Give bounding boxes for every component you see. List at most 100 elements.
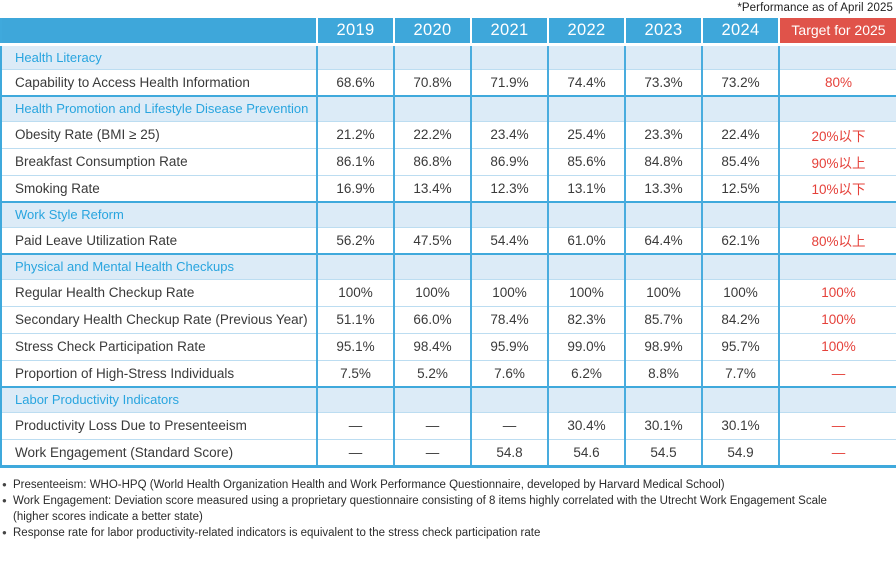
- value-cell: [547, 253, 625, 279]
- target-cell: [778, 44, 896, 69]
- value-cell: [547, 44, 625, 69]
- health-kpi-table: 2019 2020 2021 2022 2023 2024 Target for 2025 …: [0, 18, 896, 468]
- section-label: Physical and Mental Health Checkups: [1, 253, 317, 279]
- value-cell: 85.4%: [701, 147, 779, 175]
- value-cell: 54.8: [470, 438, 548, 468]
- value-cell: 85.6%: [547, 147, 625, 175]
- value-cell: [393, 253, 471, 279]
- value-cell: [547, 95, 625, 121]
- value-cell: 86.1%: [316, 147, 394, 175]
- value-cell: 100%: [316, 278, 394, 306]
- value-cell: 23.3%: [624, 120, 702, 148]
- value-cell: 25.4%: [547, 120, 625, 148]
- value-cell: [624, 44, 702, 69]
- header-year: 2024: [701, 18, 779, 46]
- footnotes: ● Presenteeism: WHO-HPQ (World Health Org…: [0, 477, 896, 541]
- data-row: Regular Health Checkup Rate 100% 100% 100% 1…: [1, 278, 896, 306]
- bullet-icon: ●: [2, 495, 7, 505]
- value-cell: —: [316, 411, 394, 439]
- bullet-icon: ●: [2, 527, 7, 537]
- value-cell: 95.7%: [701, 332, 779, 360]
- value-cell: [393, 386, 471, 412]
- value-cell: [701, 386, 779, 412]
- value-cell: 100%: [624, 278, 702, 306]
- value-cell: 73.2%: [701, 68, 779, 96]
- value-cell: 54.6: [547, 438, 625, 468]
- value-cell: [701, 44, 779, 69]
- value-cell: 30.4%: [547, 411, 625, 439]
- value-cell: [470, 386, 548, 412]
- target-cell: 80%: [778, 68, 896, 96]
- footnote: ● Response rate for labor productivity-re…: [2, 525, 896, 541]
- target-cell: —: [778, 359, 896, 387]
- data-row: Productivity Loss Due to Presenteeism — — —…: [1, 411, 896, 439]
- target-cell: 90%以上: [778, 147, 896, 175]
- table-body: Health Literacy Capability to Access Heal…: [1, 44, 896, 468]
- value-cell: [701, 201, 779, 227]
- value-cell: 54.9: [701, 438, 779, 468]
- value-cell: 22.2%: [393, 120, 471, 148]
- section-label: Health Promotion and Lifestyle Disease P…: [1, 95, 317, 121]
- row-label: Stress Check Participation Rate: [1, 332, 317, 360]
- footnote-text: Response rate for labor productivity-rel…: [13, 526, 541, 539]
- value-cell: 5.2%: [393, 359, 471, 387]
- value-cell: 30.1%: [701, 411, 779, 439]
- target-cell: 80%以上: [778, 226, 896, 254]
- section-row: Physical and Mental Health Checkups: [1, 253, 896, 279]
- value-cell: —: [470, 411, 548, 439]
- header-empty-cell: [1, 18, 317, 46]
- value-cell: 100%: [393, 278, 471, 306]
- header-year: 2022: [547, 18, 625, 46]
- table-header-row: 2019 2020 2021 2022 2023 2024 Target for 2025: [1, 18, 896, 46]
- value-cell: —: [393, 411, 471, 439]
- value-cell: 78.4%: [470, 305, 548, 333]
- row-label: Smoking Rate: [1, 174, 317, 202]
- target-cell: [778, 201, 896, 227]
- data-row: Work Engagement (Standard Score) — —54.8 54…: [1, 438, 896, 468]
- row-label: Productivity Loss Due to Presenteeism: [1, 411, 317, 439]
- value-cell: 56.2%: [316, 226, 394, 254]
- row-label: Work Engagement (Standard Score): [1, 438, 317, 468]
- row-label: Secondary Health Checkup Rate (Previous …: [1, 305, 317, 333]
- data-row: Capability to Access Health Information 6…: [1, 68, 896, 96]
- data-row: Smoking Rate 16.9% 13.4% 12.3% 13.1% 13.3% 12.…: [1, 174, 896, 202]
- value-cell: 23.4%: [470, 120, 548, 148]
- section-label: Work Style Reform: [1, 201, 317, 227]
- value-cell: 84.2%: [701, 305, 779, 333]
- section-row: Health Literacy: [1, 44, 896, 69]
- value-cell: [316, 44, 394, 69]
- value-cell: [316, 95, 394, 121]
- value-cell: 51.1%: [316, 305, 394, 333]
- value-cell: 99.0%: [547, 332, 625, 360]
- target-cell: —: [778, 411, 896, 439]
- value-cell: 68.6%: [316, 68, 394, 96]
- value-cell: 7.6%: [470, 359, 548, 387]
- value-cell: 73.3%: [624, 68, 702, 96]
- target-cell: 10%以下: [778, 174, 896, 202]
- value-cell: 70.8%: [393, 68, 471, 96]
- data-row: Breakfast Consumption Rate 86.1% 86.8% 86.9…: [1, 147, 896, 175]
- value-cell: [393, 95, 471, 121]
- value-cell: 84.8%: [624, 147, 702, 175]
- value-cell: [701, 253, 779, 279]
- row-label: Paid Leave Utilization Rate: [1, 226, 317, 254]
- value-cell: 66.0%: [393, 305, 471, 333]
- header-year: 2021: [470, 18, 548, 46]
- value-cell: 100%: [470, 278, 548, 306]
- row-label: Capability to Access Health Information: [1, 68, 317, 96]
- performance-note: *Performance as of April 2025: [737, 2, 893, 14]
- value-cell: 95.9%: [470, 332, 548, 360]
- section-row: Work Style Reform: [1, 201, 896, 227]
- value-cell: [470, 253, 548, 279]
- data-row: Obesity Rate (BMI ≥ 25) 21.2% 22.2% 23.4% 25…: [1, 120, 896, 148]
- value-cell: 7.5%: [316, 359, 394, 387]
- value-cell: 62.1%: [701, 226, 779, 254]
- section-row: Health Promotion and Lifestyle Disease P…: [1, 95, 896, 121]
- value-cell: 86.9%: [470, 147, 548, 175]
- value-cell: 13.4%: [393, 174, 471, 202]
- value-cell: —: [393, 438, 471, 468]
- target-cell: 100%: [778, 305, 896, 333]
- value-cell: 21.2%: [316, 120, 394, 148]
- value-cell: 98.4%: [393, 332, 471, 360]
